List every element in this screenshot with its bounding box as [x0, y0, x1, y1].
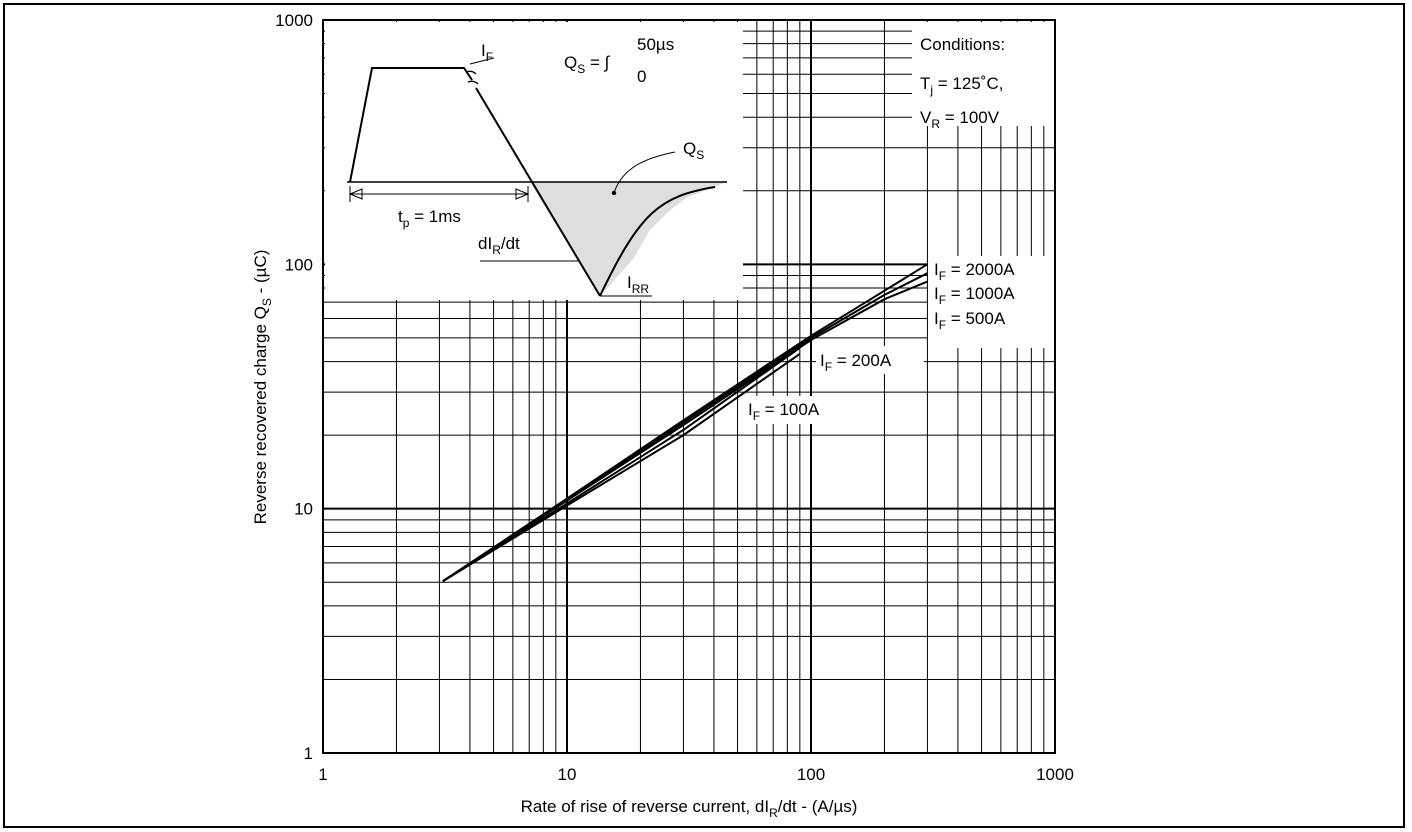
conditions-background [912, 22, 1054, 126]
current-rise [349, 67, 473, 183]
conditions-tj: Tj = 125˚C, [920, 74, 1003, 97]
series-label-2000a: IF = 2000A [934, 260, 1015, 283]
inset-dir-label: dIR/dt [478, 234, 520, 257]
x-tick-label: 100 [797, 765, 825, 784]
inset-tp-label: tp = 1ms [398, 207, 461, 230]
conditions-title: Conditions: [920, 35, 1005, 54]
if-leader [469, 57, 495, 65]
series-lines [442, 263, 928, 583]
inset-irr-label: IRR [627, 273, 649, 296]
inset-qs-equation: QS = ∫ [564, 53, 611, 76]
plot-border [322, 19, 1056, 754]
series-line-5 [442, 263, 928, 583]
series-labels: IF = 2000A IF = 1000A IF = 500A IF = 200… [744, 256, 1054, 424]
recovery-curve [599, 186, 716, 297]
y-tick-label: 1000 [275, 11, 313, 30]
y-tick-label: 10 [294, 500, 313, 519]
y-tick-label: 100 [285, 255, 313, 274]
qs-shaded-area [530, 182, 727, 296]
x-tick-label: 1000 [1036, 765, 1074, 784]
inset-waveform: IF QS = ∫ 50µs 0 QS tp = 1ms dIR/dt IRR [347, 35, 727, 297]
tp-dimension [348, 186, 530, 202]
inset-if-label: IF [481, 41, 493, 64]
current-fall [475, 87, 601, 297]
axis-ticks: 1 10 100 1000 1 10 100 1000 [275, 11, 1074, 784]
qs-dot [611, 190, 617, 196]
series-label-500a: IF = 500A [934, 309, 1006, 332]
qs-leader [613, 151, 676, 194]
series-label-200a: IF = 200A [820, 351, 892, 374]
inset-integral-lower: 0 [637, 67, 646, 86]
inset-background [325, 22, 743, 300]
x-axis-title: Rate of rise of reverse current, dIR/dt … [521, 797, 858, 820]
x-tick-label: 10 [558, 765, 577, 784]
series-label-1000a: IF = 1000A [934, 284, 1015, 307]
y-tick-label: 1 [304, 744, 313, 763]
inset-qs-label: QS [683, 139, 704, 162]
series-line-2 [442, 347, 801, 583]
conditions-vr: VR = 100V [920, 108, 1000, 131]
inset-integral-upper: 50µs [637, 35, 674, 54]
break-mark [465, 70, 479, 85]
series-label-100a: IF = 100A [748, 400, 820, 423]
figure-frame [3, 3, 1405, 828]
x-tick-label: 1 [318, 765, 327, 784]
y-axis-title: Reverse recovered charge QS - (µC) [251, 250, 274, 525]
